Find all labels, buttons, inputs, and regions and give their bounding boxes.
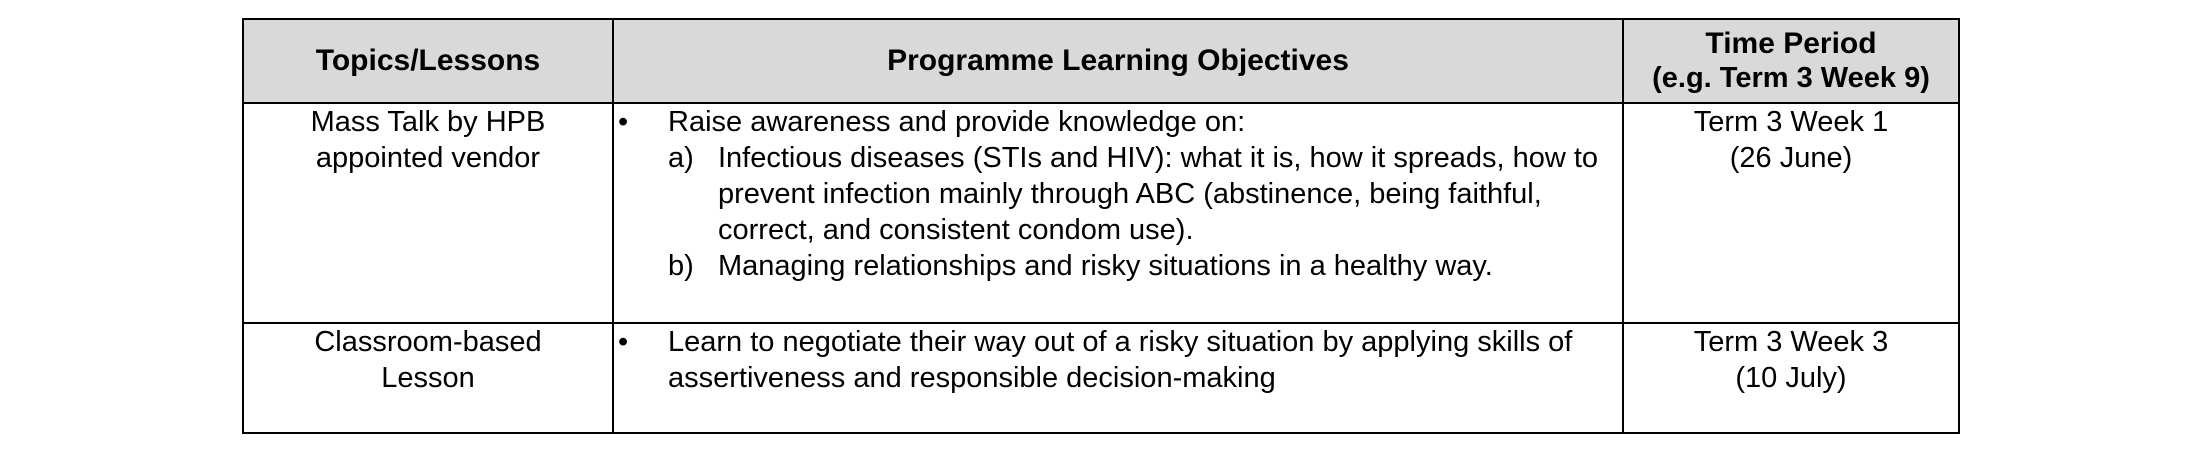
lesson-plan-table: Topics/Lessons Programme Learning Object… — [242, 18, 1960, 434]
bullet-icon: • — [618, 326, 629, 358]
header-time-period: Time Period (e.g. Term 3 Week 9) — [1622, 18, 1960, 104]
sub-item-marker: a) — [668, 142, 694, 174]
sub-item-text: Infectious diseases (STIs and HIV): what… — [718, 142, 1599, 246]
table-row: Mass Talk by HPB appointed vendor • Rais… — [242, 102, 1960, 324]
header-topics: Topics/Lessons — [242, 18, 614, 104]
objectives-cell: • Raise awareness and provide knowledge … — [612, 102, 1624, 324]
objective-text: Learn to negotiate their way out of a ri… — [668, 326, 1573, 394]
objective-sub-item: b) Managing relationships and risky situ… — [668, 248, 1622, 284]
header-time-title: Time Period — [1705, 27, 1877, 60]
sub-item-text: Managing relationships and risky situati… — [718, 250, 1493, 282]
topic-line: Lesson — [381, 362, 475, 394]
time-period-line: Term 3 Week 3 — [1693, 326, 1889, 358]
bullet-icon: • — [618, 106, 629, 138]
sub-item-marker: b) — [668, 250, 694, 282]
time-period-line: Term 3 Week 1 — [1693, 106, 1889, 138]
topic-cell: Mass Talk by HPB appointed vendor — [242, 102, 614, 324]
time-period-cell: Term 3 Week 1 (26 June) — [1622, 102, 1960, 324]
header-time-example: (e.g. Term 3 Week 9) — [1652, 62, 1930, 94]
objective-text: Raise awareness and provide knowledge on… — [668, 106, 1246, 138]
objective-bullet-item: • Learn to negotiate their way out of a … — [614, 324, 1622, 396]
table-row: Classroom-based Lesson • Learn to negoti… — [242, 322, 1960, 434]
time-period-date: (26 June) — [1729, 142, 1853, 174]
time-period-cell: Term 3 Week 3 (10 July) — [1622, 322, 1960, 434]
objective-bullet-item: • Raise awareness and provide knowledge … — [614, 104, 1622, 284]
topic-line: Classroom-based — [314, 326, 542, 358]
topic-line: appointed vendor — [315, 142, 541, 174]
topic-line: Mass Talk by HPB — [310, 106, 546, 138]
time-period-date: (10 July) — [1735, 362, 1847, 394]
objective-sub-list: a) Infectious diseases (STIs and HIV): w… — [668, 140, 1622, 284]
objectives-cell: • Learn to negotiate their way out of a … — [612, 322, 1624, 434]
objective-sub-item: a) Infectious diseases (STIs and HIV): w… — [668, 140, 1622, 248]
header-row: Topics/Lessons Programme Learning Object… — [242, 18, 1960, 104]
header-objectives: Programme Learning Objectives — [612, 18, 1624, 104]
topic-cell: Classroom-based Lesson — [242, 322, 614, 434]
